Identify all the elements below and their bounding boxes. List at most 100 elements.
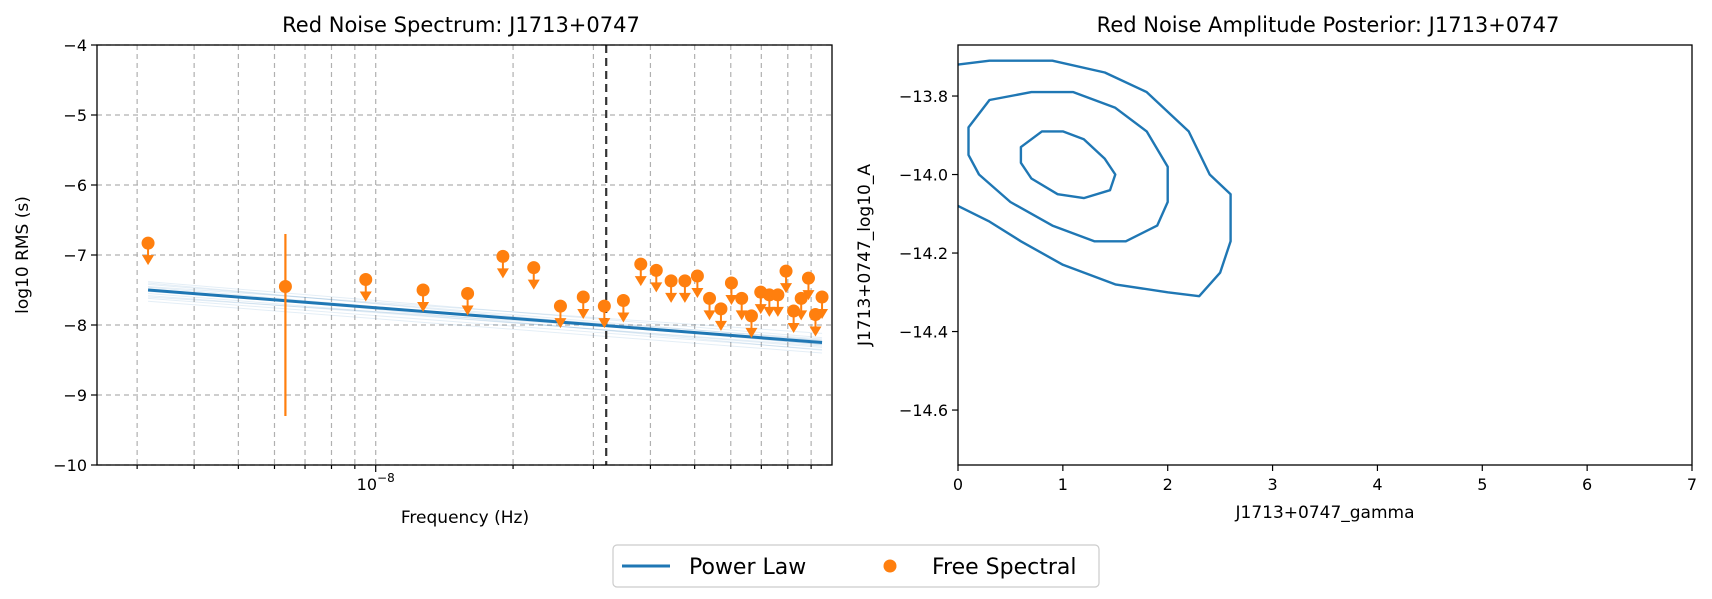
upper-limit-arrow <box>754 304 767 315</box>
free-spectral-point <box>634 257 648 287</box>
upper-limit-arrow <box>691 288 704 298</box>
free-spectral-marker <box>690 269 704 283</box>
free-spectral-marker <box>597 299 611 313</box>
posterior-axes-frame <box>957 44 1693 466</box>
upper-limit-arrow <box>527 279 540 290</box>
free-spectral-marker <box>141 236 155 250</box>
upper-limit-arrow <box>735 310 748 321</box>
upper-limit-arrow <box>577 309 590 319</box>
x-tick-exponent: −8 <box>377 471 395 485</box>
upper-limit-arrow <box>634 276 647 287</box>
upper-limit-arrow <box>496 268 509 279</box>
posterior-x-ticks: 0 1 2 3 4 5 6 7 <box>953 465 1697 494</box>
x-tick-label: 7 <box>1687 475 1697 494</box>
free-spectral-point <box>416 283 430 312</box>
spectrum-x-ticks <box>136 465 812 472</box>
posterior-y-ticks: −14.6 −14.4 −14.2 −14.0 −13.8 <box>899 87 958 420</box>
free-spectral-marker <box>787 304 801 318</box>
free-spectral-point <box>527 261 541 290</box>
free-spectral-point <box>278 234 292 416</box>
free-spectral-point <box>461 287 475 316</box>
free-spectral-marker <box>359 273 373 286</box>
upper-limit-arrow <box>714 320 727 331</box>
x-tick-label: 3 <box>1267 475 1277 494</box>
free-spectral-point <box>703 291 717 321</box>
x-tick-base: 10 <box>357 475 377 494</box>
upper-limit-arrow <box>554 318 567 329</box>
free-spectral-point <box>787 304 801 333</box>
free-spectral-point <box>714 302 728 331</box>
spectrum-panel: Red Noise Spectrum: J1713+0747 −10 −9 −8 −7… <box>13 13 833 528</box>
upper-limit-arrow <box>617 312 630 323</box>
free-spectral-point <box>616 294 630 323</box>
y-tick-label: −14.6 <box>899 401 948 420</box>
free-spectral-point <box>664 274 678 303</box>
free-spectral-marker <box>794 291 808 305</box>
free-spectral-point <box>724 276 738 305</box>
free-spectral-marker <box>678 274 692 288</box>
spectrum-title: Red Noise Spectrum: J1713+0747 <box>282 13 640 37</box>
free-spectral-point <box>690 269 704 298</box>
free-spectral-marker <box>634 257 648 271</box>
power-law-sample <box>148 300 823 354</box>
upper-limit-arrow <box>678 292 691 303</box>
free-spectral-marker <box>278 280 292 293</box>
free-spectral-point <box>359 273 373 302</box>
upper-limit-arrow <box>745 327 758 338</box>
upper-limit-arrow <box>725 295 738 305</box>
posterior-y-label: J1713+0747_log10_A <box>855 164 875 347</box>
upper-limit-arrow <box>795 310 808 321</box>
y-tick-label: −14.2 <box>899 244 948 263</box>
x-tick-label-1e-8: 10−8 <box>357 471 395 494</box>
power-law-line <box>147 288 823 344</box>
y-tick-label: −6 <box>63 176 87 195</box>
spectrum-grid <box>97 44 832 466</box>
y-tick-label: −9 <box>63 386 87 405</box>
posterior-contours <box>957 59 1232 298</box>
spectrum-y-label: log10 RMS (s) <box>13 196 33 314</box>
legend-power-law-label: Power Law <box>689 555 806 580</box>
power-law-sample <box>148 286 823 334</box>
upper-limit-arrow <box>142 255 155 266</box>
upper-limit-arrow <box>703 310 716 321</box>
power-law-sample <box>148 283 823 341</box>
x-tick-label: 6 <box>1582 475 1592 494</box>
legend-box <box>612 544 1100 588</box>
posterior-title: Red Noise Amplitude Posterior: J1713+074… <box>1097 13 1560 37</box>
spectrum-x-label: Frequency (Hz) <box>401 508 529 528</box>
free-spectral-marker <box>714 302 728 316</box>
free-spectral-marker <box>616 294 630 307</box>
free-spectral-point <box>779 264 793 294</box>
free-spectral-marker <box>771 288 785 302</box>
x-tick-label: 2 <box>1163 475 1173 494</box>
y-tick-label: −4 <box>63 36 87 55</box>
upper-limit-arrow <box>763 306 776 317</box>
free-spectral-marker <box>779 264 793 278</box>
upper-limit-arrow <box>417 302 430 312</box>
free-spectral-point <box>597 299 611 329</box>
free-spectral-marker <box>496 249 510 263</box>
legend-free-spectral-label: Free Spectral <box>932 555 1077 580</box>
y-tick-label: −10 <box>53 456 87 475</box>
free-spectral-marker <box>649 263 663 277</box>
contour-inner <box>1019 130 1117 200</box>
y-tick-label: −14.4 <box>899 323 948 342</box>
free-spectral-point <box>678 274 692 303</box>
upper-limit-arrow <box>787 323 800 333</box>
free-spectral-marker <box>724 276 738 290</box>
spectrum-y-ticks: −10 −9 −8 −7 −6 −5 −4 <box>53 36 97 475</box>
free-spectral-marker <box>744 309 758 323</box>
free-spectral-point <box>801 271 815 301</box>
upper-limit-arrow <box>809 326 822 337</box>
free-spectral-points <box>141 234 829 416</box>
contour-middle <box>967 90 1169 243</box>
power-law-line-group <box>147 288 823 344</box>
posterior-x-label: J1713+0747_gamma <box>1234 503 1414 523</box>
free-spectral-marker <box>703 291 717 305</box>
free-spectral-point <box>496 249 510 279</box>
legend-free-spectral-swatch <box>883 559 897 573</box>
legend: Power Law Free Spectral <box>612 544 1100 588</box>
upper-limit-arrow <box>771 306 784 317</box>
posterior-panel: Red Noise Amplitude Posterior: J1713+074… <box>855 13 1697 523</box>
